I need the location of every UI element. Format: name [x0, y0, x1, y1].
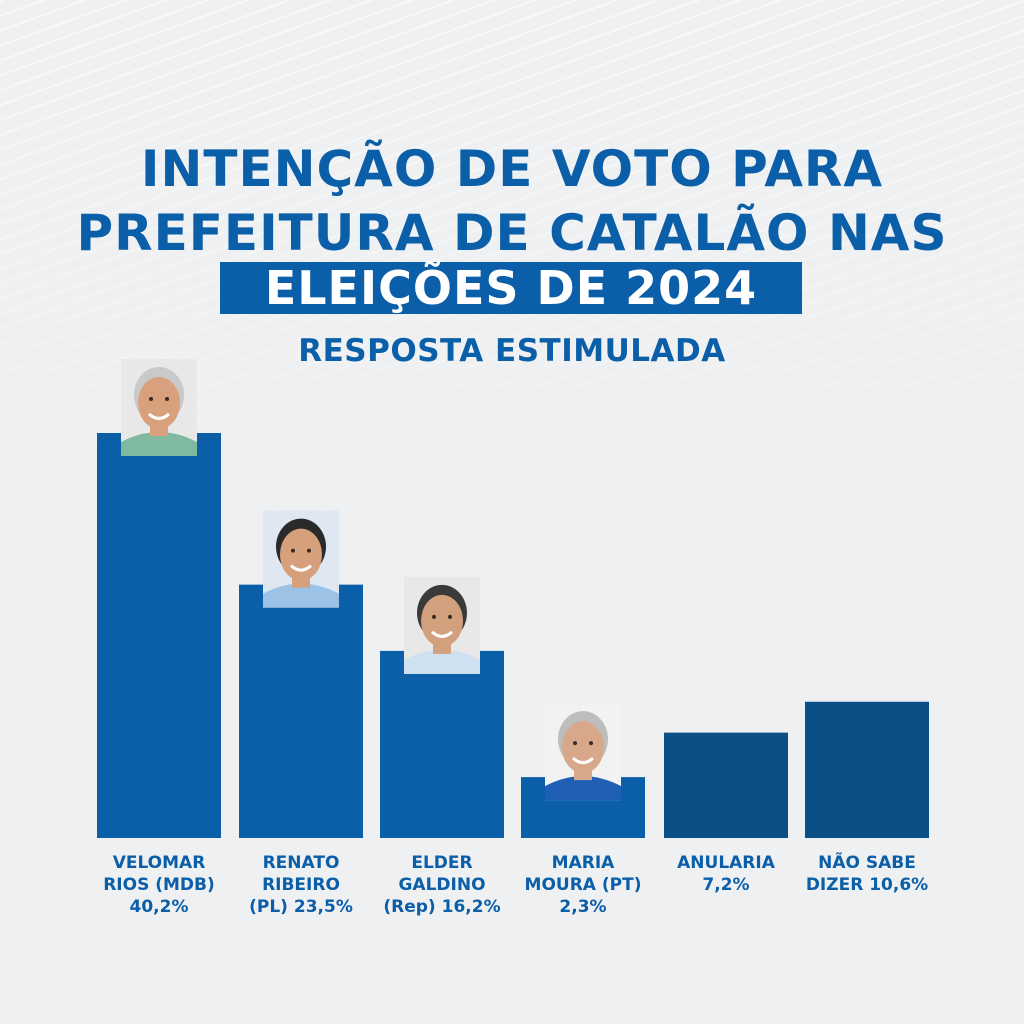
- chart-subtitle: RESPOSTA ESTIMULADA: [298, 333, 726, 369]
- bar-label-elder: ELDER GALDINO (Rep) 16,2%: [383, 853, 501, 917]
- bar-velomar: [97, 433, 221, 838]
- maria-photo-icon: [545, 703, 621, 801]
- chart-title-line-2: PREFEITURA DE CATALÃO NAS: [76, 204, 948, 262]
- chart-title-highlight: ELEIÇÕES DE 2024: [220, 262, 802, 314]
- bar-label-renato: RENATO RIBEIRO (PL) 23,5%: [249, 853, 353, 917]
- renato-photo-icon: [263, 510, 339, 608]
- elder-photo-icon: [404, 576, 480, 674]
- bar-nao-sabe: [805, 701, 929, 838]
- bar-elder: [380, 650, 504, 838]
- bar-renato: [239, 584, 363, 838]
- bar-label-velomar: VELOMAR RIOS (MDB) 40,2%: [103, 853, 215, 917]
- bar-label-maria: MARIA MOURA (PT) 2,3%: [524, 853, 642, 917]
- bar-label-nao-sabe: NÃO SABE DIZER 10,6%: [805, 853, 929, 895]
- velomar-photo-icon: [121, 359, 197, 456]
- chart-title-line-3: ELEIÇÕES DE 2024: [264, 261, 758, 315]
- bar-anularia: [664, 732, 788, 838]
- bar-label-anularia: ANULARIA 7,2%: [677, 853, 775, 895]
- chart-title-line-1: INTENÇÃO DE VOTO PARA: [140, 140, 884, 198]
